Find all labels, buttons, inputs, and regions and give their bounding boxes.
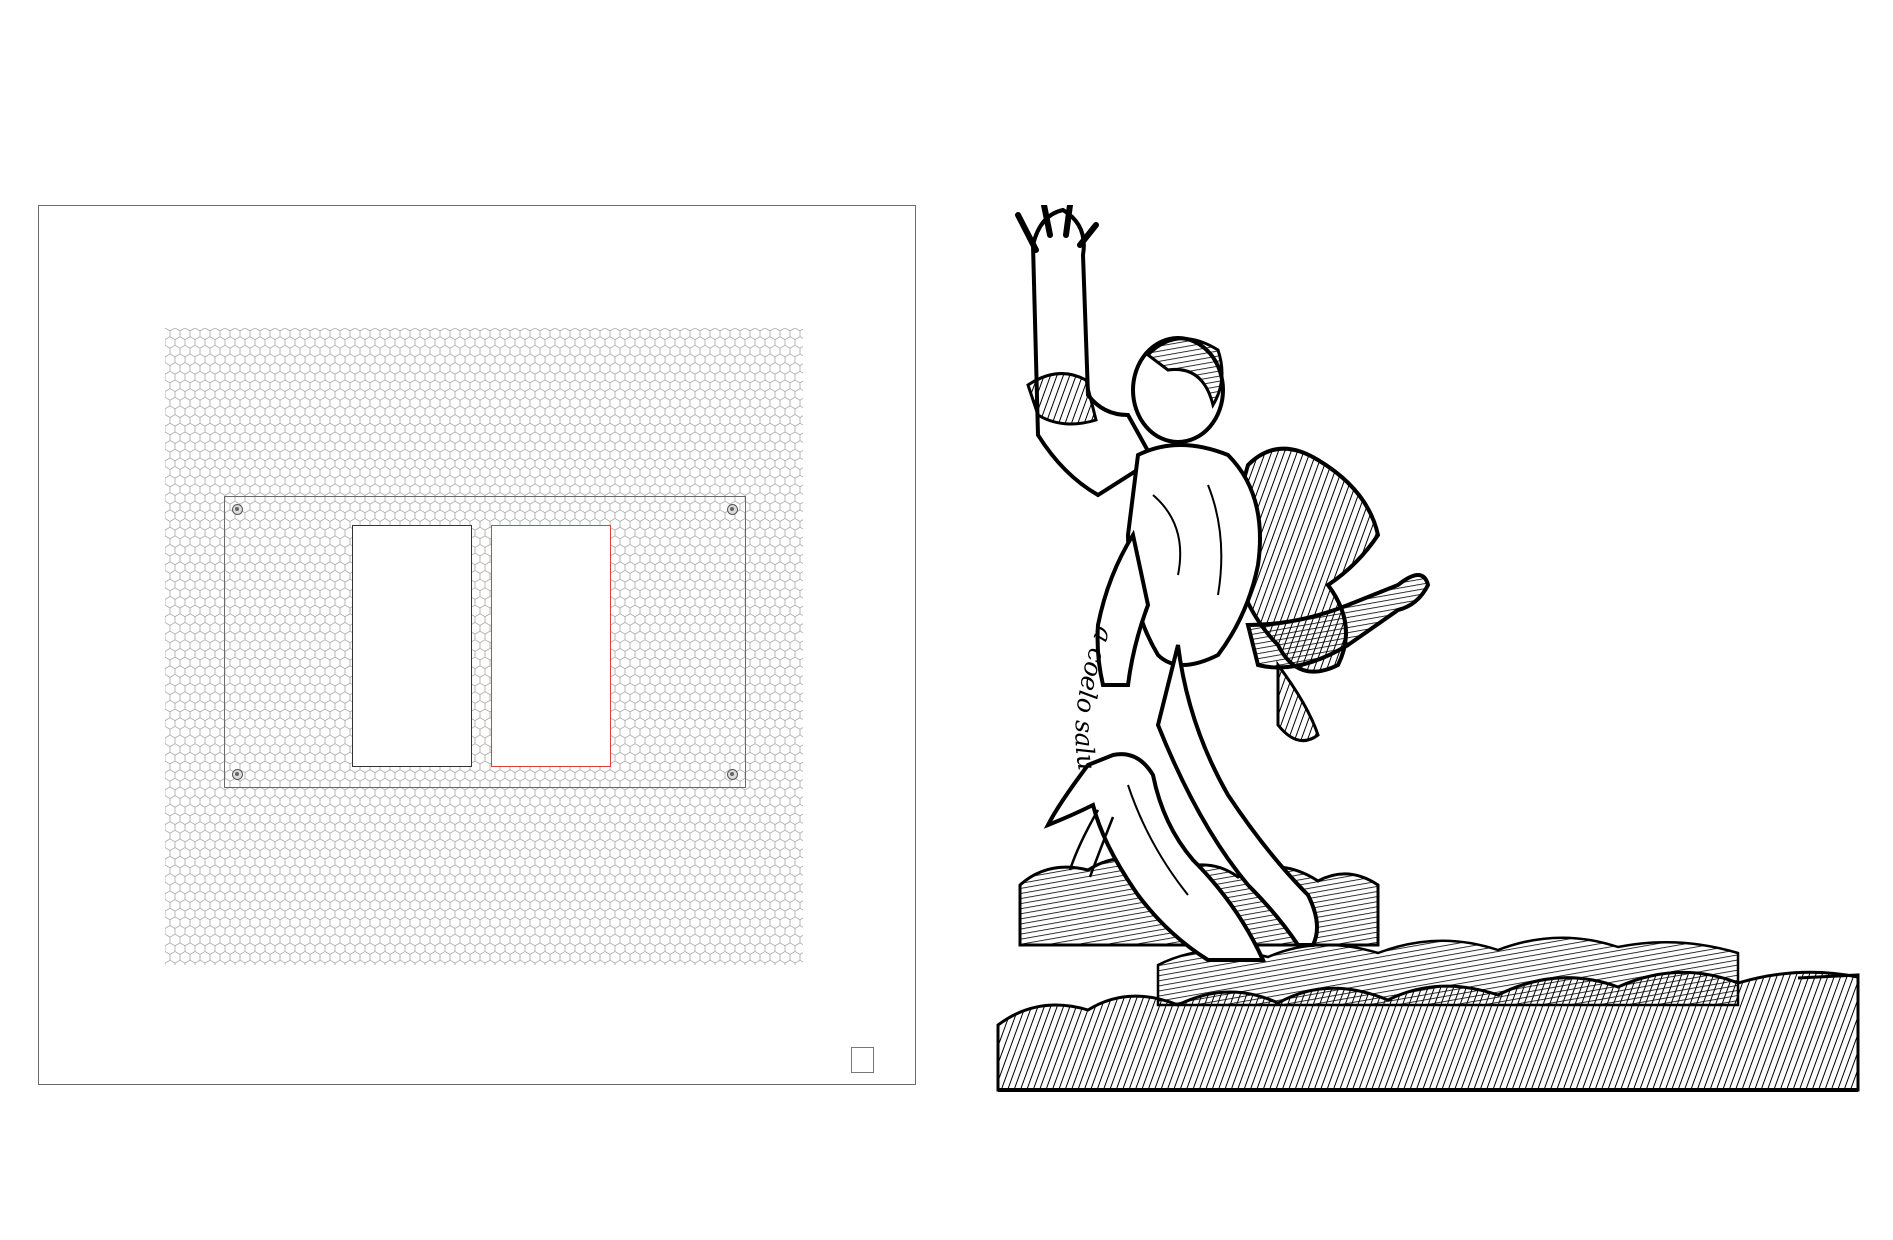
screw-hole-top-right <box>727 504 738 515</box>
corner-marker-box <box>851 1047 874 1073</box>
ascending-figure <box>1015 205 1431 947</box>
slot-right <box>491 525 611 767</box>
screw-hole-top-left <box>232 504 243 515</box>
screw-hole-bottom-left <box>232 769 243 780</box>
slot-left <box>352 525 472 767</box>
cloud-bank <box>996 856 1860 1092</box>
screw-hole-bottom-right <box>727 769 738 780</box>
template-board <box>38 205 916 1085</box>
hex-mesh-grid <box>165 328 803 965</box>
mounting-plate <box>224 496 746 788</box>
engraving-illustration: a coelo salus <box>978 205 1860 1092</box>
giant-hand <box>1043 752 1267 962</box>
